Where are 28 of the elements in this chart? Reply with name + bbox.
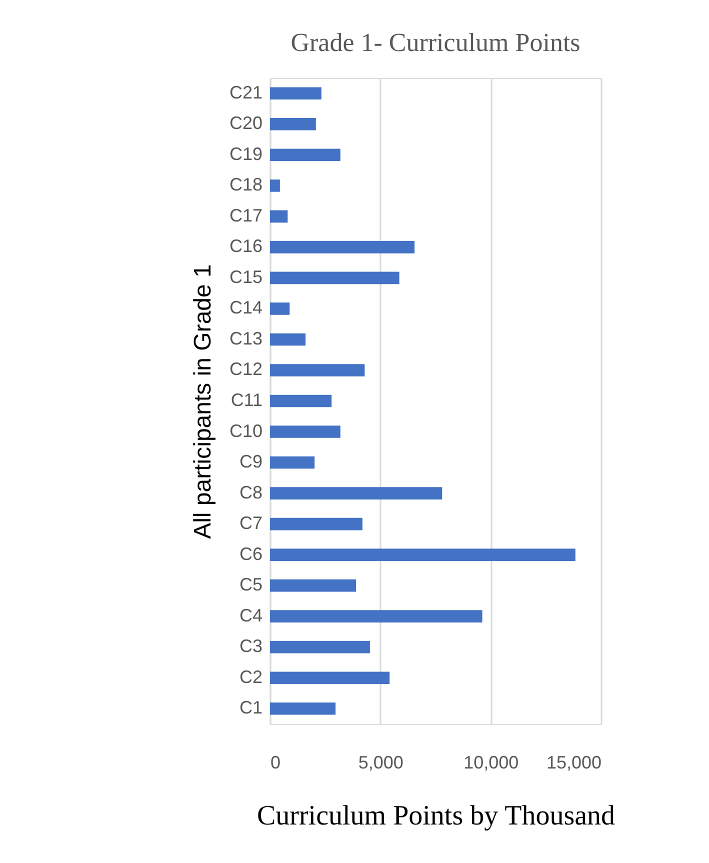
y-tick-label: C10	[229, 420, 262, 441]
y-tick-label: C15	[229, 266, 262, 287]
x-tick-label: 15,000	[546, 752, 602, 772]
y-tick-label: C19	[229, 144, 262, 164]
y-axis-title: All participants in Grade 1	[189, 264, 216, 539]
y-tick-label: C6	[239, 544, 262, 564]
x-axis-title: Curriculum Points by Thousand	[256, 800, 616, 832]
y-tick-label: C9	[239, 452, 262, 472]
x-tick-label: 10,000	[464, 752, 519, 772]
y-tick-label: C8	[239, 482, 262, 502]
y-tick-label: C5	[239, 574, 262, 595]
y-tick-label: C11	[230, 390, 262, 410]
y-tick-label: C1	[239, 698, 262, 718]
y-tick-label: C18	[229, 174, 262, 195]
y-tick-label: C7	[239, 513, 262, 534]
y-tick-label: C16	[229, 236, 262, 256]
x-tick-label: 5,000	[358, 752, 404, 772]
chart-title: Grade 1- Curriculum Points	[290, 28, 580, 57]
y-tick-label: C3	[239, 636, 262, 656]
x-tick-label: 0	[270, 752, 281, 772]
y-tick-label: C13	[229, 328, 262, 348]
y-tick-label: C20	[229, 113, 262, 134]
y-tick-label: C14	[229, 298, 262, 318]
y-tick-label: C12	[229, 359, 262, 380]
y-tick-label: C17	[229, 205, 262, 226]
y-tick-label: C21	[229, 82, 262, 102]
y-tick-label: C4	[239, 605, 262, 626]
y-tick-label: C2	[239, 666, 262, 687]
